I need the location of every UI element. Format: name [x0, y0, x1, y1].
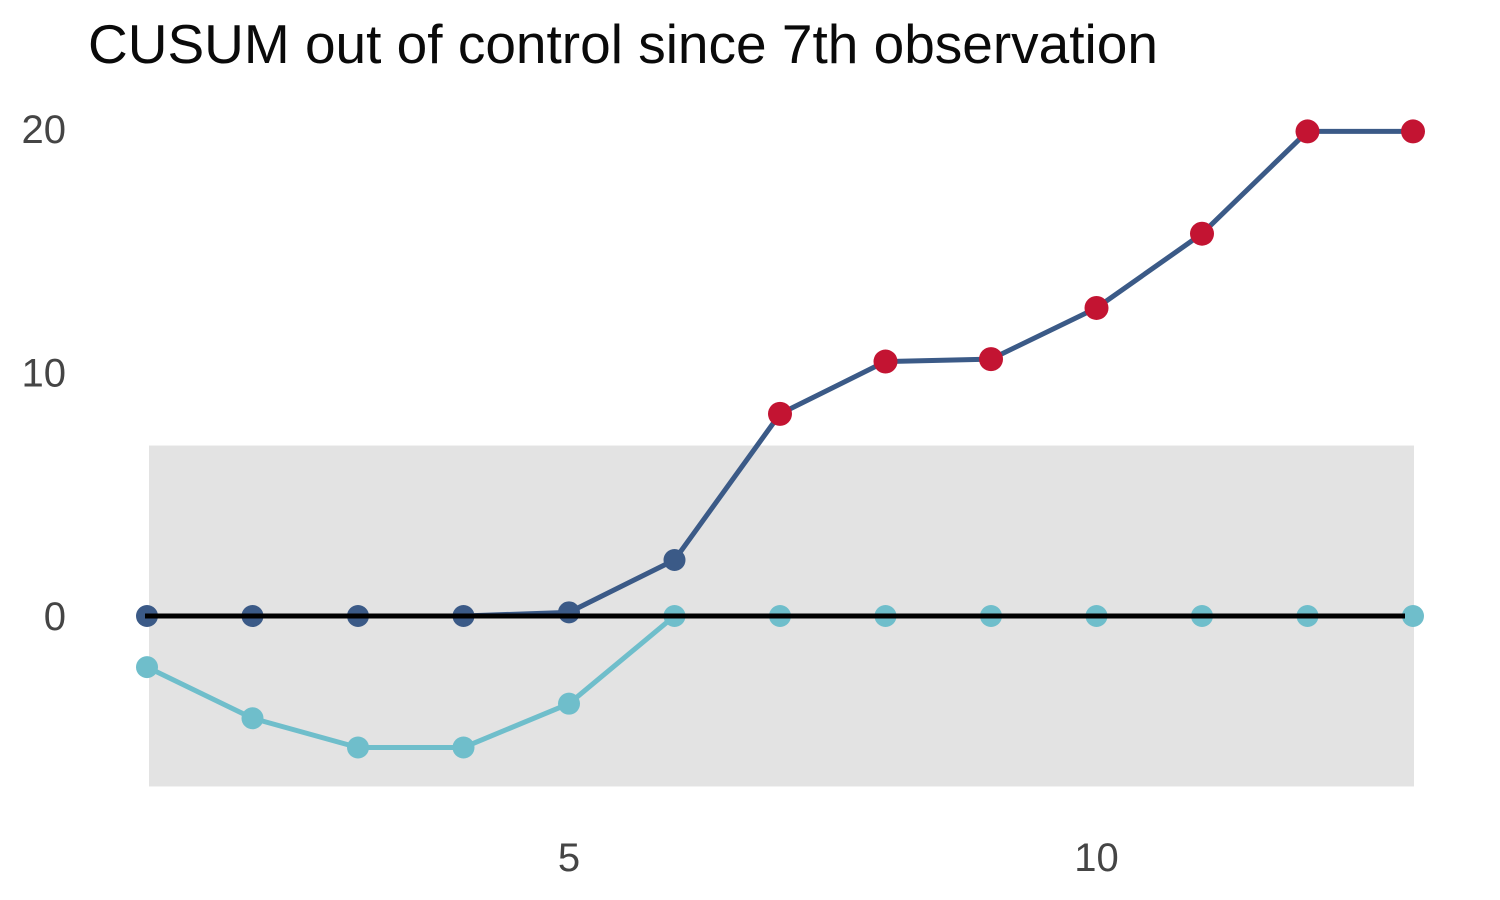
upper-cusum-point	[558, 601, 580, 624]
out-of-control-point	[768, 401, 792, 426]
y-tick-label: 0	[44, 595, 66, 639]
lower-cusum-point	[1402, 605, 1424, 627]
upper-cusum-point	[663, 548, 686, 571]
y-tick-label: 10	[22, 352, 67, 396]
out-of-control-point	[1190, 221, 1214, 246]
out-of-control-point	[1401, 119, 1425, 144]
out-of-control-point	[1084, 295, 1109, 320]
lower-cusum-point	[558, 692, 580, 715]
lower-cusum-point	[347, 736, 369, 759]
lower-cusum-point	[241, 707, 264, 730]
x-tick-label: 5	[558, 836, 580, 880]
chart-title: CUSUM out of control since 7th observati…	[88, 13, 1158, 75]
lower-cusum-point	[136, 656, 158, 679]
out-of-control-point	[979, 347, 1003, 372]
out-of-control-point	[1295, 119, 1320, 144]
x-tick-label: 10	[1074, 836, 1119, 880]
out-of-control-point	[873, 349, 898, 374]
lower-cusum-point	[452, 736, 475, 759]
y-tick-label: 20	[22, 108, 67, 152]
